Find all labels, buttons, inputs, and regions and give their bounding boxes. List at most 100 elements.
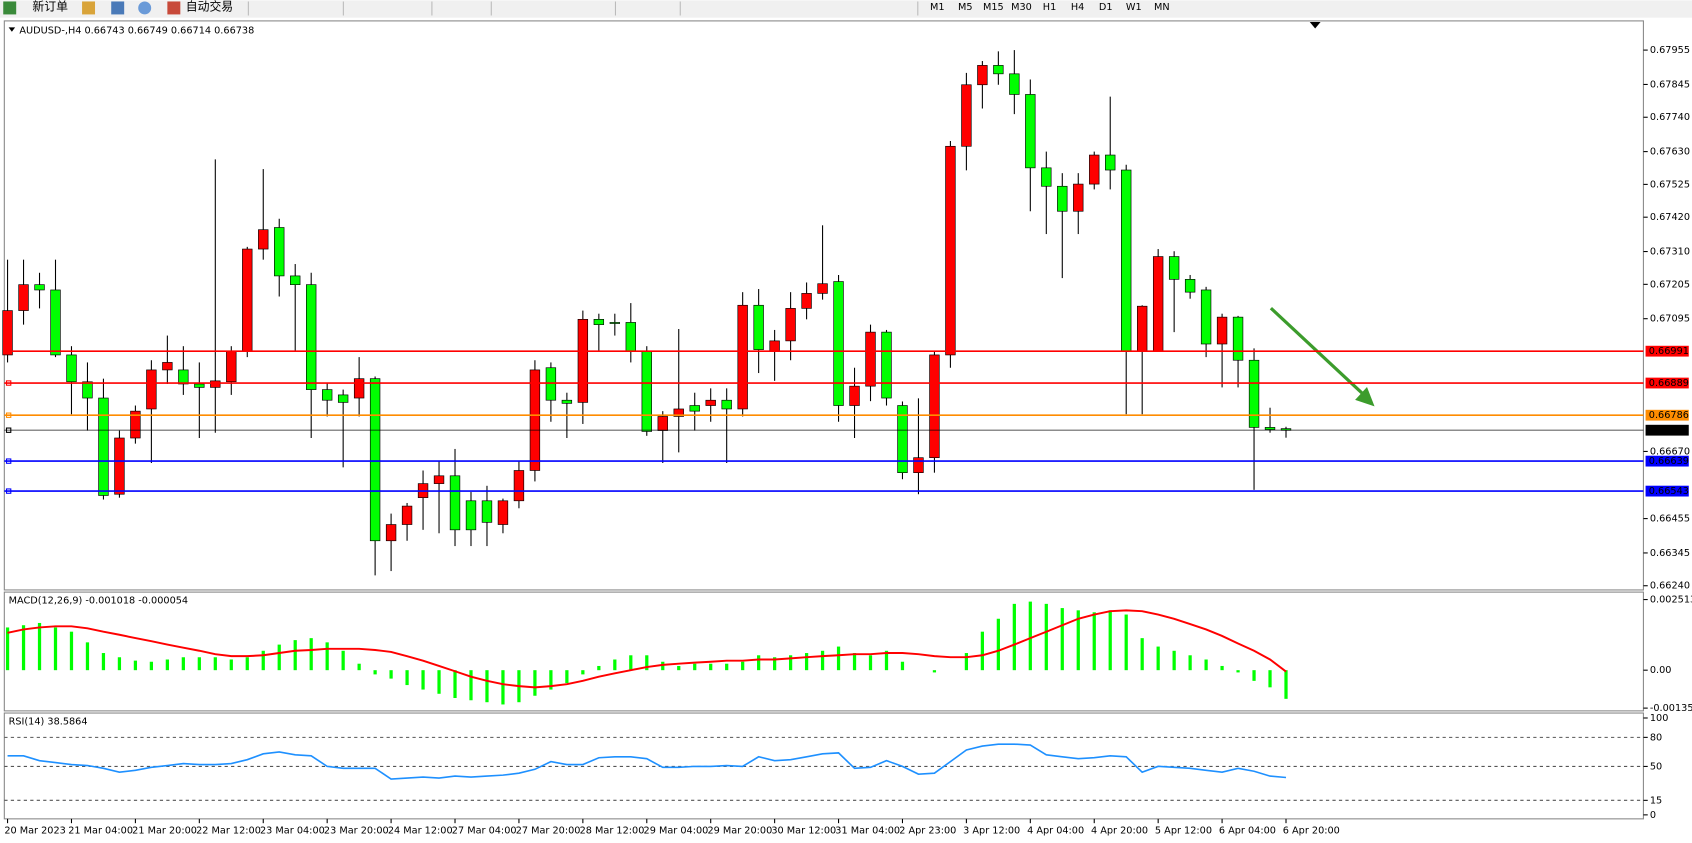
candle-body: [242, 248, 253, 352]
macd-bar: [309, 638, 313, 671]
macd-bar: [1188, 655, 1192, 671]
timeframe-button[interactable]: H1: [1043, 2, 1056, 13]
candle-body: [1248, 359, 1260, 428]
macd-bar: [1044, 603, 1048, 671]
candle-body: [897, 405, 908, 474]
toolbar-icon[interactable]: [82, 1, 96, 15]
candle-body: [321, 389, 333, 401]
macd-bar: [725, 663, 729, 671]
timeframe-button[interactable]: M5: [958, 2, 973, 13]
macd-bar: [261, 650, 265, 671]
candle-body: [609, 322, 621, 324]
macd-bar: [21, 625, 26, 671]
price-level-label-bg: [1645, 485, 1689, 497]
timeframe-button[interactable]: H4: [1071, 2, 1084, 13]
candle-body: [497, 500, 509, 525]
x-tick-label: 29 Mar 20:00: [707, 826, 772, 837]
rsi-pane-title: RSI(14) 38.5864: [9, 717, 88, 728]
candle-body: [945, 145, 956, 356]
candle-body: [1168, 256, 1180, 280]
candle-body: [625, 322, 636, 352]
candle-body: [561, 399, 573, 404]
candle-body: [369, 378, 381, 542]
auto-trading-button[interactable]: 自动交易: [186, 0, 233, 13]
candle-body: [1136, 305, 1148, 352]
macd-bar: [69, 631, 74, 671]
x-tick-label: 31 Mar 04:00: [835, 826, 900, 837]
symbol-menu-marker: [8, 27, 16, 32]
price-level-label-bg: [1645, 345, 1689, 357]
candle-body: [1057, 185, 1068, 212]
price-level-label: 0.66738: [1649, 425, 1689, 436]
macd-bar: [85, 642, 90, 671]
candle-body: [1232, 316, 1244, 361]
macd-bar: [229, 659, 233, 671]
timeframe-button[interactable]: MN: [1154, 2, 1170, 13]
candle-body: [2, 310, 13, 356]
timeframe-button[interactable]: D1: [1099, 2, 1113, 13]
macd-bar: [533, 670, 537, 696]
candle-body: [1089, 154, 1100, 185]
macd-bar: [773, 657, 777, 671]
timeframe-button[interactable]: M30: [1011, 2, 1032, 13]
candle-body: [465, 500, 477, 531]
macd-bar: [485, 670, 489, 703]
candle-body: [337, 394, 349, 403]
candle-body: [1264, 427, 1276, 430]
macd-bar: [1156, 646, 1160, 671]
macd-bar: [101, 653, 106, 671]
price-pane: [3, 20, 1644, 591]
timeframe-button[interactable]: W1: [1126, 2, 1142, 13]
candle-body: [657, 416, 668, 431]
candle-body: [130, 410, 141, 439]
macd-bar: [549, 670, 553, 690]
macd-bar: [932, 670, 937, 673]
x-tick-label: 23 Mar 04:00: [260, 826, 325, 837]
macd-bar: [1204, 659, 1208, 671]
candle-body: [929, 354, 940, 459]
y-tick-label: -0.00135: [1650, 703, 1692, 714]
y-tick-label: 0.67525: [1650, 179, 1690, 190]
y-tick-label: 0: [1650, 810, 1656, 821]
macd-bar: [709, 663, 713, 671]
macd-bar: [996, 618, 1000, 671]
toolbar-icon[interactable]: [138, 1, 152, 15]
macd-bar: [293, 640, 297, 671]
x-tick-label: 27 Mar 04:00: [452, 826, 517, 837]
candle-body: [785, 308, 796, 342]
macd-bar: [980, 631, 984, 671]
y-tick-label: 15: [1650, 795, 1662, 806]
macd-bar: [469, 670, 473, 701]
macd-bar: [868, 655, 873, 671]
auto-trading-icon[interactable]: [167, 1, 181, 15]
macd-bar: [597, 665, 601, 671]
rsi-line: [7, 743, 1287, 780]
candle-body: [98, 397, 109, 496]
timeframe-button[interactable]: M1: [930, 2, 945, 13]
candle-body: [769, 340, 780, 352]
candle-body: [162, 362, 173, 371]
candle-body: [513, 470, 525, 502]
x-tick-label: 30 Mar 12:00: [771, 826, 836, 837]
candle-body: [178, 369, 189, 385]
toolbar-icon[interactable]: [111, 1, 125, 15]
timeframe-button[interactable]: M15: [983, 2, 1004, 13]
price-level-label: 0.66786: [1649, 410, 1689, 421]
candle-body: [226, 351, 237, 383]
candle-body: [865, 331, 876, 387]
candle-body: [977, 65, 988, 86]
candle-body: [1041, 167, 1052, 187]
new-order-icon[interactable]: [3, 1, 17, 15]
candle-body: [881, 331, 892, 399]
signal-line: [7, 609, 1287, 689]
macd-bar: [693, 663, 697, 671]
x-tick-label: 3 Apr 12:00: [963, 826, 1020, 837]
candle-body: [385, 524, 397, 542]
macd-bar: [565, 670, 569, 684]
macd-bar: [1252, 670, 1256, 681]
new-order-button[interactable]: 新订单: [32, 0, 68, 13]
macd-bar: [213, 657, 217, 671]
x-tick-label: 2 Apr 23:00: [899, 826, 956, 837]
